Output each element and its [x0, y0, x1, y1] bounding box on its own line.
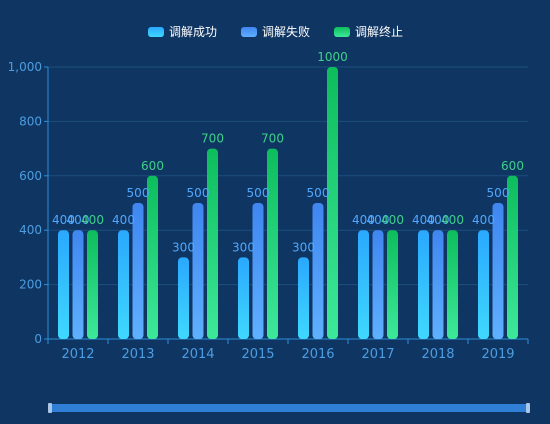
bar[interactable] [387, 230, 398, 339]
data-label: 600 [501, 159, 524, 173]
data-label: 400 [427, 213, 450, 227]
data-label: 600 [141, 159, 164, 173]
data-label: 500 [127, 186, 150, 200]
data-label: 400 [412, 213, 435, 227]
x-tick-label: 2013 [121, 347, 154, 362]
legend-item[interactable]: 调解终止 [334, 24, 403, 39]
data-label: 400 [381, 213, 404, 227]
data-label: 500 [487, 186, 510, 200]
data-label: 400 [81, 213, 104, 227]
bar[interactable] [432, 230, 444, 339]
data-label: 400 [441, 213, 464, 227]
bar[interactable] [207, 148, 218, 339]
legend-item[interactable]: 调解成功 [148, 25, 217, 39]
x-tick-label: 2014 [181, 347, 214, 362]
data-label: 300 [292, 240, 315, 254]
x-tick-label: 2017 [361, 347, 394, 362]
data-label: 400 [472, 213, 495, 227]
data-zoom-slider[interactable] [48, 403, 530, 413]
data-label: 400 [67, 213, 90, 227]
x-tick-label: 2015 [241, 347, 274, 362]
bars [58, 67, 518, 339]
bar[interactable] [267, 148, 278, 339]
data-label: 400 [112, 213, 135, 227]
y-tick-label: 800 [19, 114, 42, 128]
bar[interactable] [58, 230, 69, 339]
x-tick-label: 2012 [61, 347, 94, 362]
bar[interactable] [418, 230, 429, 339]
data-label: 500 [187, 186, 210, 200]
x-axis: 2012 2013 2014 2015 2016 2017 2018 2019 [47, 338, 529, 362]
bar[interactable] [192, 203, 204, 339]
y-tick-label: 200 [19, 278, 42, 292]
legend-label: 调解成功 [169, 25, 217, 39]
zoom-range-bar[interactable] [50, 404, 528, 412]
x-tick-label: 2019 [481, 347, 514, 362]
bar[interactable] [132, 203, 144, 339]
bar[interactable] [507, 175, 518, 339]
legend-label: 调解失败 [262, 24, 310, 39]
legend-item[interactable]: 调解失败 [241, 24, 310, 39]
bar[interactable] [327, 67, 338, 339]
data-label: 300 [172, 240, 195, 254]
zoom-end-handle[interactable] [526, 403, 530, 413]
legend-swatch [334, 27, 350, 37]
bar[interactable] [252, 203, 264, 339]
x-tick-label: 2018 [421, 347, 454, 362]
bar[interactable] [358, 230, 369, 339]
y-tick-label: 400 [19, 223, 42, 237]
data-label: 500 [247, 186, 270, 200]
bar[interactable] [447, 230, 458, 339]
bar[interactable] [312, 203, 324, 339]
data-label: 700 [201, 132, 224, 146]
data-label: 1000 [317, 50, 348, 64]
data-label: 300 [232, 240, 255, 254]
data-label: 400 [52, 213, 75, 227]
bar[interactable] [238, 257, 249, 339]
data-label: 500 [307, 186, 330, 200]
legend: 调解成功 调解失败 调解终止 [148, 24, 403, 39]
bar[interactable] [87, 230, 98, 339]
y-tick-label: 600 [19, 169, 42, 183]
legend-swatch [241, 27, 257, 37]
data-label: 400 [352, 213, 375, 227]
bar[interactable] [147, 175, 158, 339]
y-axis: 0 200 400 600 800 1,000 [8, 60, 49, 346]
bar[interactable] [492, 203, 504, 339]
data-label: 700 [261, 132, 284, 146]
bar[interactable] [298, 257, 309, 339]
y-tick-label: 0 [34, 332, 42, 346]
data-label: 400 [367, 213, 390, 227]
zoom-start-handle[interactable] [48, 403, 52, 413]
bar[interactable] [72, 230, 84, 339]
y-tick-label: 1,000 [8, 60, 42, 74]
bar[interactable] [372, 230, 384, 339]
x-tick-label: 2016 [301, 347, 334, 362]
legend-swatch [148, 27, 164, 37]
bar[interactable] [118, 230, 129, 339]
legend-label: 调解终止 [355, 24, 403, 39]
bar[interactable] [178, 257, 189, 339]
bar[interactable] [478, 230, 489, 339]
